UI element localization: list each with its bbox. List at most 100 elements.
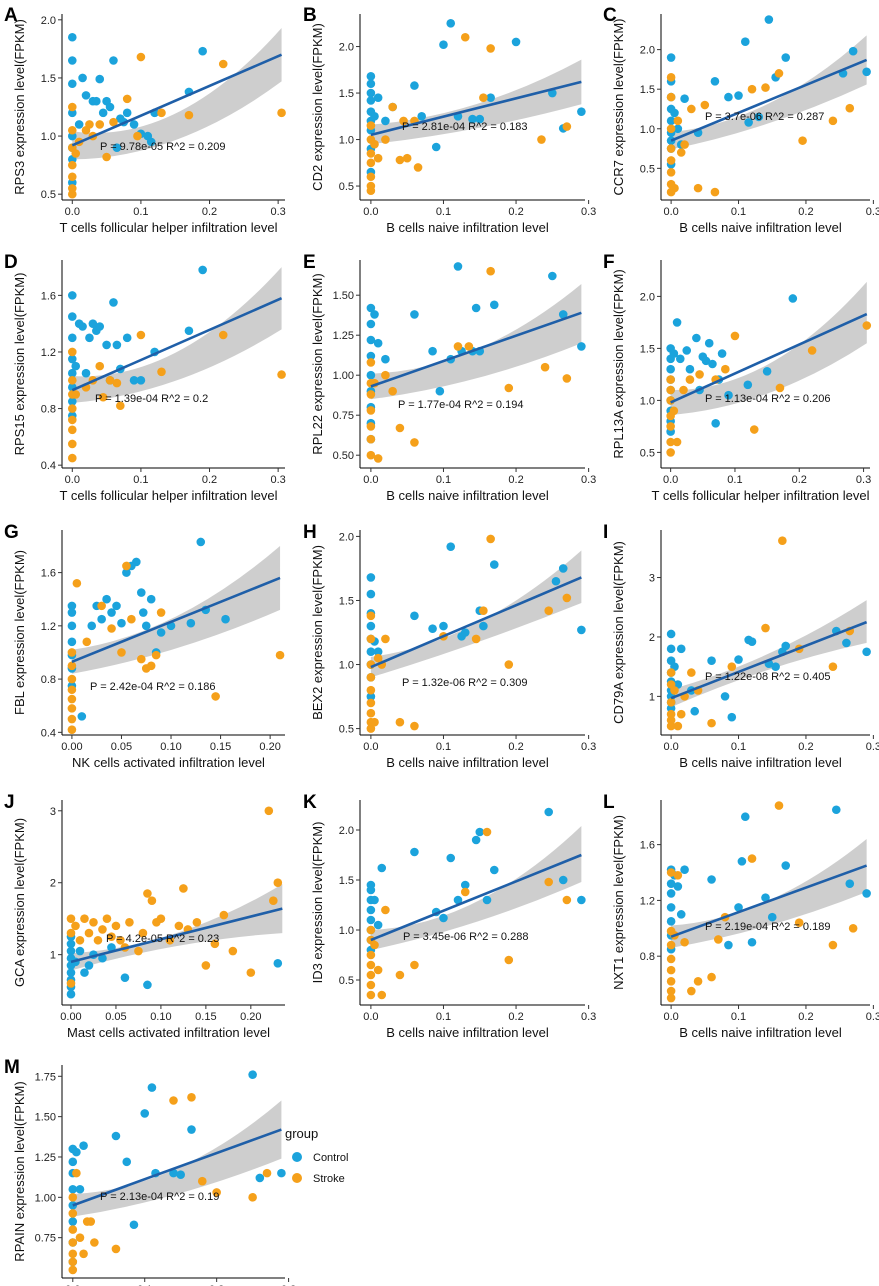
point-stroke <box>669 406 679 416</box>
point-control <box>117 618 126 628</box>
point-stroke <box>179 884 188 893</box>
panel-letter: A <box>4 5 18 26</box>
point-control <box>417 112 426 121</box>
point-stroke <box>80 914 89 923</box>
point-stroke <box>68 1225 78 1234</box>
y-axis-title: CD79A expression level(FPKM) <box>611 541 626 724</box>
point-stroke <box>562 895 572 905</box>
point-control <box>366 319 376 329</box>
point-stroke <box>366 970 376 980</box>
point-stroke <box>562 374 572 383</box>
point-control <box>666 53 676 62</box>
point-control <box>511 37 521 47</box>
point-stroke <box>666 422 675 431</box>
point-control <box>717 349 727 358</box>
point-control <box>680 865 689 875</box>
y-axis-title: RPL22 expression level(FPKM) <box>310 273 325 454</box>
point-control <box>373 920 383 930</box>
point-control <box>366 303 376 313</box>
y-tick-label: 1.0 <box>640 124 655 136</box>
point-stroke <box>67 425 77 435</box>
regression-line <box>71 576 281 663</box>
panel-letter: M <box>4 1057 20 1078</box>
point-control <box>410 81 419 90</box>
point-stroke <box>373 153 383 163</box>
point-stroke <box>453 342 463 351</box>
panel-letter: K <box>303 792 317 813</box>
x-axis-title: T cells follicular helper infiltration l… <box>60 220 278 235</box>
point-control <box>111 1131 121 1141</box>
point-control <box>724 390 733 400</box>
point-control <box>439 913 448 923</box>
point-control <box>366 88 376 98</box>
point-stroke <box>845 103 855 113</box>
point-stroke <box>89 917 98 927</box>
point-stroke <box>794 918 804 928</box>
point-stroke <box>366 708 376 718</box>
point-control <box>707 656 716 666</box>
regression-line <box>670 312 868 404</box>
confidence-band <box>671 35 867 150</box>
point-control <box>692 333 701 343</box>
point-stroke <box>366 685 376 695</box>
panel-K: K 0.0 0.1 0.2 0.3 0.5 1.0 1.5 2.0 B cells naive i… <box>303 792 596 1040</box>
point-stroke <box>67 714 77 724</box>
y-tick-label: 1 <box>50 950 56 962</box>
point-stroke <box>666 92 676 102</box>
panel-M: M0.00.10.20.30.751.001.251.501.75B cells… <box>4 1057 296 1286</box>
point-stroke <box>670 183 679 193</box>
x-tick-label: 0.2 <box>798 741 813 753</box>
point-control <box>370 112 379 121</box>
point-control <box>446 19 456 28</box>
point-control <box>845 879 855 888</box>
point-control <box>102 594 111 604</box>
point-stroke <box>562 593 572 603</box>
confidence-band <box>670 281 867 415</box>
y-tick-label: 1.25 <box>333 330 354 342</box>
point-stroke <box>402 153 412 163</box>
point-control <box>781 861 791 870</box>
point-stroke <box>264 806 274 816</box>
point-stroke <box>122 94 132 104</box>
point-control <box>136 588 146 597</box>
point-stroke <box>197 1176 207 1186</box>
point-control <box>366 589 376 599</box>
point-stroke <box>366 149 376 158</box>
point-control <box>862 889 871 898</box>
y-axis-title: CD2 expression level(FPKM) <box>310 23 325 191</box>
point-stroke <box>666 709 676 719</box>
point-stroke <box>778 536 787 545</box>
point-control <box>831 805 841 815</box>
legend: group Control Stroke <box>285 1126 348 1185</box>
point-stroke <box>151 650 161 660</box>
regression-line <box>72 1128 282 1207</box>
point-control <box>475 827 485 837</box>
point-stroke <box>537 135 546 144</box>
point-control <box>862 647 871 657</box>
point-stroke <box>366 724 376 733</box>
x-tick-label: 0.2 <box>209 1284 224 1286</box>
point-stroke <box>68 1209 78 1218</box>
point-stroke <box>666 976 676 986</box>
point-control <box>727 712 737 722</box>
x-tick-label: 0.3 <box>281 1284 296 1286</box>
point-stroke <box>828 662 838 671</box>
point-control <box>673 124 683 134</box>
point-stroke <box>143 889 152 898</box>
point-stroke <box>676 709 686 719</box>
point-control <box>366 72 376 81</box>
point-stroke <box>366 990 376 1000</box>
point-control <box>71 361 81 371</box>
point-stroke <box>680 937 689 947</box>
y-axis-title: BEX2 expression level(FPKM) <box>310 545 325 720</box>
point-control <box>428 624 437 633</box>
point-control <box>666 629 676 639</box>
y-tick-label: 0.4 <box>41 460 56 472</box>
x-tick-label: 0.05 <box>105 1011 126 1023</box>
y-tick-label: 1.75 <box>35 1071 56 1083</box>
point-stroke <box>848 923 858 933</box>
point-stroke <box>747 854 757 863</box>
point-stroke <box>366 634 376 644</box>
point-control <box>737 857 747 866</box>
x-tick-label: 0.0 <box>363 206 378 218</box>
